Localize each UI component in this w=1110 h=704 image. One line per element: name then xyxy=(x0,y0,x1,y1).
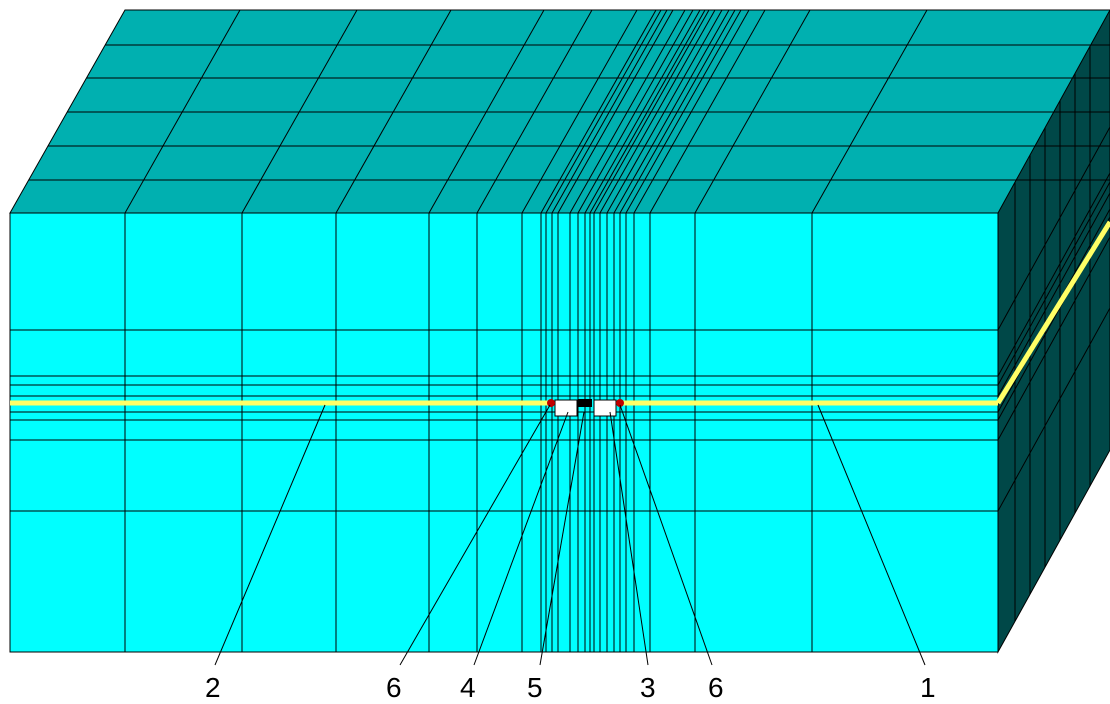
front-face xyxy=(10,213,998,652)
marker xyxy=(547,399,555,407)
label: 3 xyxy=(640,672,656,703)
label: 6 xyxy=(386,672,402,703)
label: 5 xyxy=(527,672,543,703)
label: 6 xyxy=(708,672,724,703)
center-block xyxy=(578,399,592,407)
gap-left xyxy=(555,400,577,416)
label: 1 xyxy=(920,672,936,703)
label: 4 xyxy=(460,672,476,703)
mesh-figure: 2 6 4 5 3 6 1 xyxy=(0,0,1110,704)
gap-right xyxy=(594,400,616,416)
label: 2 xyxy=(205,672,221,703)
